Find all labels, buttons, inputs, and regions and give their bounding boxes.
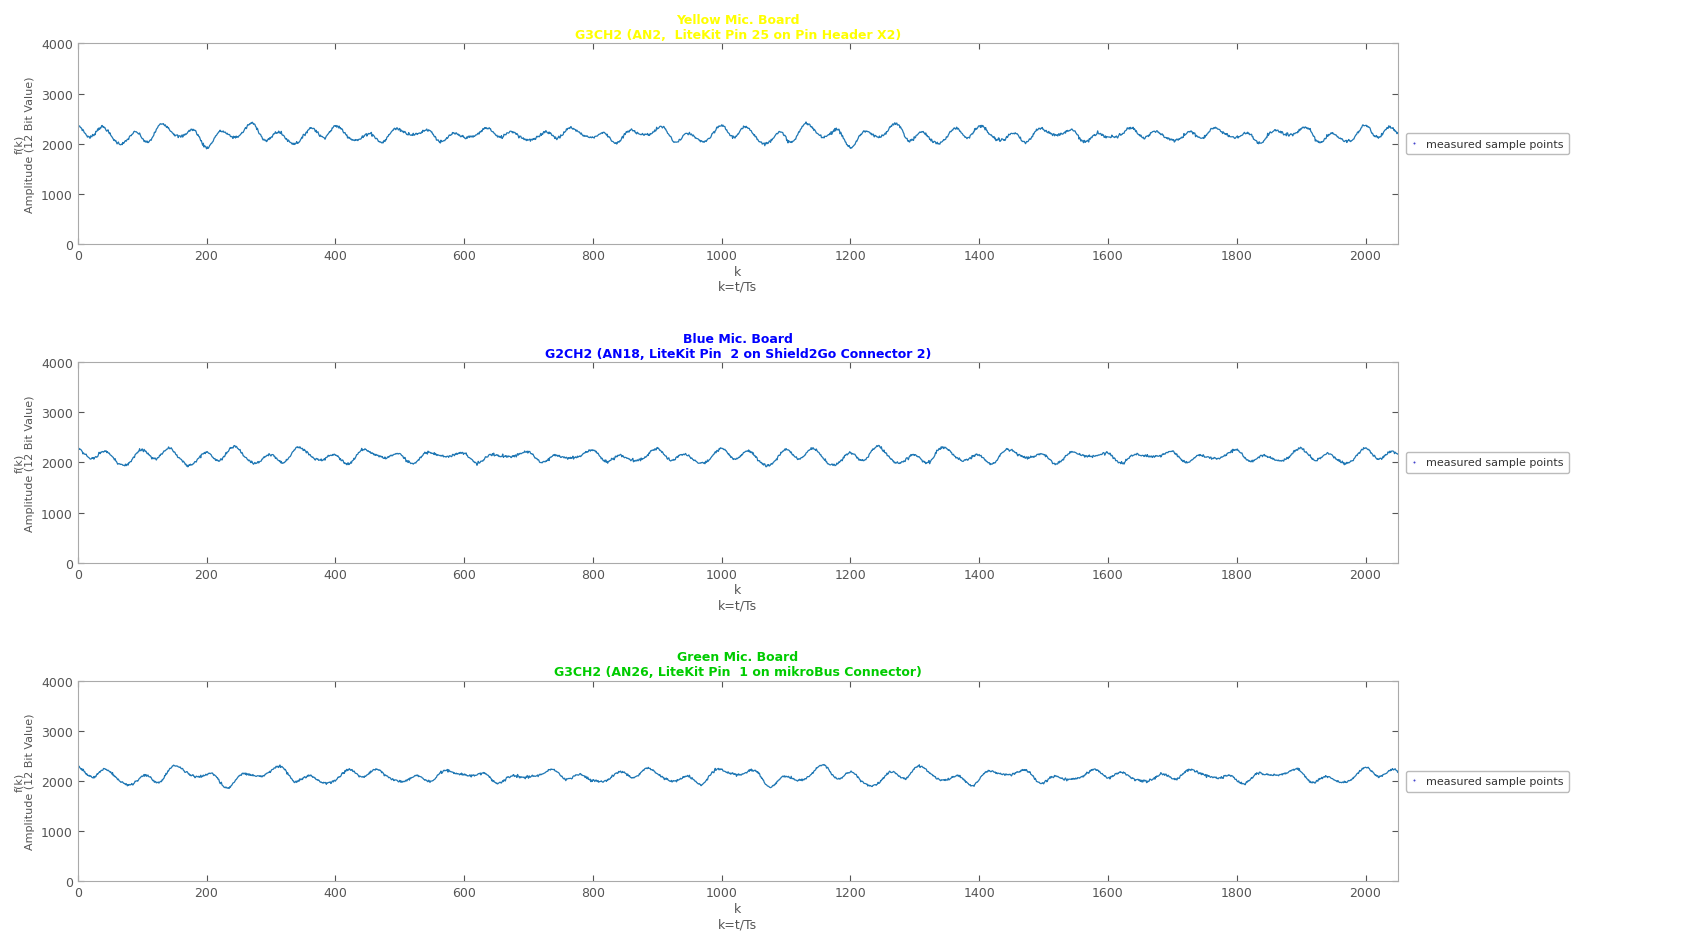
X-axis label: k
k=t/Ts: k k=t/Ts: [718, 583, 757, 612]
Title: Green Mic. Board
G3CH2 (AN26, LiteKit Pin  1 on mikroBus Connector): Green Mic. Board G3CH2 (AN26, LiteKit Pi…: [553, 650, 922, 679]
Title: Blue Mic. Board
G2CH2 (AN18, LiteKit Pin  2 on Shield2Go Connector 2): Blue Mic. Board G2CH2 (AN18, LiteKit Pin…: [545, 332, 931, 361]
Legend: measured sample points: measured sample points: [1406, 452, 1569, 474]
Y-axis label: f(k)
Amplitude (12 Bit Value): f(k) Amplitude (12 Bit Value): [14, 76, 36, 212]
Y-axis label: f(k)
Amplitude (12 Bit Value): f(k) Amplitude (12 Bit Value): [14, 713, 36, 850]
X-axis label: k
k=t/Ts: k k=t/Ts: [718, 902, 757, 930]
Legend: measured sample points: measured sample points: [1406, 134, 1569, 155]
Y-axis label: f(k)
Amplitude (12 Bit Value): f(k) Amplitude (12 Bit Value): [14, 395, 36, 531]
Title: Yellow Mic. Board
G3CH2 (AN2,  LiteKit Pin 25 on Pin Header X2): Yellow Mic. Board G3CH2 (AN2, LiteKit Pi…: [575, 14, 900, 42]
Legend: measured sample points: measured sample points: [1406, 771, 1569, 792]
X-axis label: k
k=t/Ts: k k=t/Ts: [718, 265, 757, 294]
